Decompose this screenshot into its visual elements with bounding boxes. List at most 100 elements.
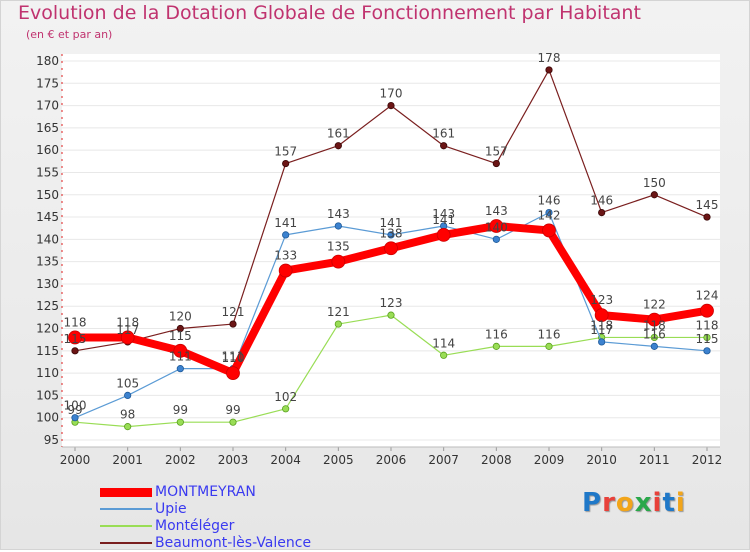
data-point-upie	[71, 414, 79, 422]
x-tick-label: 2006	[376, 453, 407, 467]
y-tick-label: 105	[36, 388, 59, 402]
data-label-beaumont-les-valence: 161	[327, 127, 350, 141]
x-tick-label: 2005	[323, 453, 354, 467]
x-tick-label: 2002	[165, 453, 196, 467]
data-point-montmeyran	[331, 254, 346, 269]
x-tick-label: 2007	[428, 453, 459, 467]
data-point-montmeyran	[384, 241, 398, 256]
data-label-montmeyran: 118	[64, 315, 87, 329]
data-label-upie: 105	[116, 376, 139, 390]
y-tick-label: 180	[36, 54, 59, 68]
x-tick-label: 2001	[112, 453, 143, 467]
data-point-monteleger	[282, 405, 290, 413]
data-label-upie: 143	[432, 207, 455, 221]
data-point-monteleger	[650, 333, 658, 342]
data-point-beaumont-les-valence	[492, 159, 500, 168]
data-label-monteleger: 99	[225, 403, 240, 417]
data-point-beaumont-les-valence	[703, 213, 711, 221]
legend-swatch	[100, 508, 152, 510]
data-label-beaumont-les-valence: 157	[274, 145, 297, 159]
data-point-monteleger	[703, 333, 711, 342]
data-point-beaumont-les-valence	[334, 142, 342, 150]
data-point-upie	[282, 231, 290, 239]
data-label-montmeyran: 115	[169, 329, 192, 343]
data-label-monteleger: 99	[173, 403, 188, 417]
data-label-monteleger: 99	[67, 403, 82, 417]
data-point-beaumont-les-valence	[387, 101, 395, 110]
data-point-beaumont-les-valence	[598, 209, 606, 217]
y-tick-label: 160	[36, 143, 59, 157]
y-tick-label: 170	[36, 99, 59, 113]
data-label-beaumont-les-valence: 170	[380, 87, 403, 101]
x-tick-label: 2003	[218, 453, 249, 467]
data-label-montmeyran: 141	[432, 213, 455, 227]
y-tick-label: 110	[36, 366, 59, 380]
data-label-montmeyran: 142	[538, 208, 561, 222]
data-label-beaumont-les-valence: 121	[222, 305, 245, 319]
y-tick-label: 150	[36, 188, 59, 202]
data-label-upie: 143	[327, 207, 350, 221]
proxiti-logo: Proxiti	[582, 488, 686, 518]
data-label-montmeyran: 143	[485, 204, 508, 218]
data-label-beaumont-les-valence: 146	[590, 194, 613, 208]
x-tick-label: 2000	[60, 453, 91, 467]
data-label-beaumont-les-valence: 117	[116, 323, 139, 337]
data-point-montmeyran	[594, 308, 609, 323]
data-label-montmeyran: 122	[643, 298, 666, 312]
data-label-beaumont-les-valence: 178	[538, 51, 561, 65]
data-label-upie: 116	[643, 327, 666, 341]
data-point-upie	[334, 222, 342, 230]
data-point-monteleger	[440, 351, 448, 359]
data-label-monteleger: 116	[485, 327, 508, 341]
data-point-beaumont-les-valence	[650, 191, 658, 199]
y-tick-label: 120	[36, 322, 59, 336]
legend-label: Beaumont-lès-Valence	[155, 535, 312, 551]
data-point-upie	[492, 235, 500, 243]
y-tick-label: 130	[36, 277, 59, 291]
data-label-monteleger: 118	[590, 318, 613, 332]
data-label-upie: 117	[590, 323, 613, 337]
legend-swatch	[100, 487, 152, 497]
data-label-montmeyran: 118	[116, 315, 139, 329]
data-point-beaumont-les-valence	[71, 347, 79, 355]
data-point-monteleger	[492, 342, 500, 350]
data-label-beaumont-les-valence: 157	[485, 145, 508, 159]
data-label-montmeyran: 135	[327, 240, 350, 254]
data-point-monteleger	[545, 342, 553, 350]
y-tick-label: 175	[36, 76, 59, 90]
data-point-upie	[387, 231, 395, 239]
data-point-monteleger	[176, 418, 184, 426]
data-point-montmeyran	[700, 303, 714, 318]
data-label-montmeyran: 110	[222, 351, 245, 365]
chart-subtitle: (en € et par an)	[26, 28, 113, 41]
data-label-upie: 111	[222, 350, 245, 364]
data-point-upie	[703, 347, 711, 355]
y-tick-label: 125	[36, 299, 59, 313]
data-point-beaumont-les-valence	[545, 66, 553, 74]
y-tick-label: 115	[36, 344, 59, 358]
data-point-montmeyran	[120, 330, 135, 345]
data-point-upie	[598, 338, 606, 346]
data-label-monteleger: 116	[538, 327, 561, 341]
y-tick-label: 100	[36, 411, 59, 425]
data-point-montmeyran	[226, 366, 240, 381]
data-label-upie: 100	[64, 399, 87, 413]
chart-title: Evolution de la Dotation Globale de Fonc…	[18, 2, 641, 24]
data-label-monteleger: 98	[120, 408, 135, 422]
x-tick-label: 2010	[586, 453, 617, 467]
data-point-montmeyran	[68, 330, 82, 345]
data-label-upie: 141	[380, 216, 403, 230]
data-point-montmeyran	[542, 223, 556, 238]
legend-label: Upie	[155, 501, 187, 517]
data-label-upie: 140	[485, 220, 508, 234]
data-point-montmeyran	[173, 343, 188, 358]
legend-swatch	[100, 525, 152, 527]
data-label-monteleger: 114	[432, 336, 455, 350]
data-label-montmeyran: 138	[380, 226, 403, 240]
data-label-monteleger: 118	[696, 318, 719, 332]
data-label-montmeyran: 123	[590, 293, 613, 307]
x-tick-label: 2004	[270, 453, 301, 467]
y-tick-label: 155	[36, 165, 59, 179]
data-label-beaumont-les-valence: 161	[432, 127, 455, 141]
data-point-monteleger	[387, 311, 395, 319]
